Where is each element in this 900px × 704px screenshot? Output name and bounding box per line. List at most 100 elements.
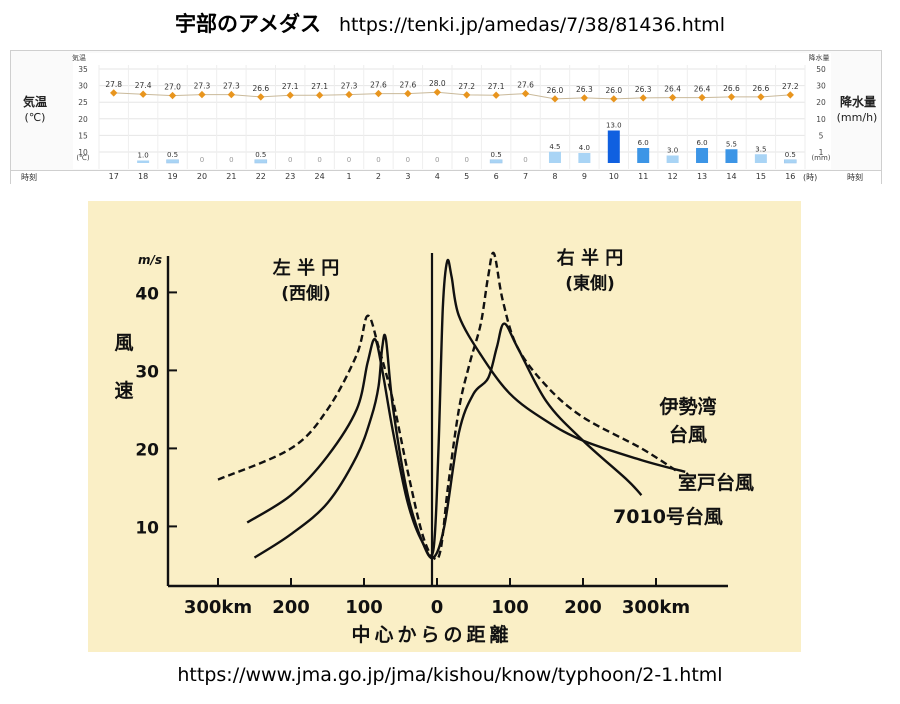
precip-value-label: 0 bbox=[288, 156, 292, 164]
amedas-title: 宇部のアメダス bbox=[175, 12, 321, 36]
hour-tick-label: 6 bbox=[493, 172, 499, 181]
series-label: 伊勢湾 bbox=[658, 395, 716, 418]
top-caption: 宇部のアメダス https://tenki.jp/amedas/7/38/8143… bbox=[0, 8, 900, 38]
precip-value-label: 4.0 bbox=[579, 144, 590, 152]
precip-tick-label: 20 bbox=[816, 98, 826, 107]
precip-value-label: 6.0 bbox=[696, 139, 707, 147]
time-band: 時刻 時刻 (時) 17 18 19 20 21 22 23 24 1 2 3 4 5 6 7 8 9 10 11 1… bbox=[11, 170, 881, 185]
x-tick-label: 100 bbox=[345, 597, 383, 618]
temp-value-label: 26.3 bbox=[635, 85, 652, 94]
temp-tick-label: 20 bbox=[78, 115, 88, 124]
series-label: 台風 bbox=[669, 423, 707, 446]
temp-axis-unit: (℃) bbox=[76, 154, 90, 162]
precip-value-label: 4.5 bbox=[549, 143, 560, 151]
hour-tick-label: 8 bbox=[552, 172, 558, 181]
time-label-left: 時刻 bbox=[21, 173, 37, 182]
precip-unit: (mm/h) bbox=[836, 111, 878, 124]
x-tick-label: 100 bbox=[491, 597, 529, 618]
hour-tick-label: 2 bbox=[375, 172, 381, 181]
temp-marker bbox=[610, 95, 618, 103]
typhoon-wind-chart: 10 20 30 40 m/s 風速 300km 200 100 0 100 200 300km 中心から… bbox=[88, 201, 801, 652]
temp-value-label: 27.1 bbox=[488, 82, 505, 91]
temp-tick-label: 30 bbox=[78, 82, 88, 91]
hour-tick-label: 21 bbox=[226, 172, 237, 181]
precip-bar bbox=[489, 159, 503, 164]
temp-value-label: 27.2 bbox=[458, 82, 475, 91]
precip-value-label: 0 bbox=[523, 156, 527, 164]
precip-axis-head: 降水量 bbox=[809, 53, 830, 62]
bottom-caption: https://www.jma.go.jp/jma/kishou/know/ty… bbox=[177, 664, 723, 686]
precip-label: 降水量 bbox=[839, 95, 876, 109]
precip-value-label: 0.5 bbox=[255, 151, 266, 159]
precip-value-label: 0 bbox=[435, 156, 439, 164]
y-tick-label: 20 bbox=[135, 440, 159, 460]
left-half-title: 左 半 円 bbox=[273, 257, 340, 279]
precip-bar bbox=[725, 149, 738, 163]
precip-bar bbox=[666, 155, 679, 163]
x-tick-label: 300km bbox=[184, 597, 252, 618]
temp-axis-head: 気温 bbox=[72, 53, 86, 62]
temp-value-label: 27.3 bbox=[341, 82, 358, 91]
precip-bar bbox=[637, 148, 650, 163]
hour-tick-label: 7 bbox=[522, 172, 529, 181]
temp-marker bbox=[139, 90, 147, 98]
precip-value-label: 0 bbox=[200, 156, 204, 164]
hour-tick-label: 15 bbox=[755, 172, 766, 181]
x-tick-label: 200 bbox=[564, 597, 602, 618]
precip-value-label: 3.5 bbox=[755, 145, 766, 153]
hour-tick-label: 19 bbox=[167, 172, 178, 181]
temp-marker bbox=[110, 89, 118, 97]
temp-value-label: 26.6 bbox=[723, 84, 740, 93]
temp-tick-label: 35 bbox=[78, 65, 88, 74]
precip-tick-label: 1 bbox=[819, 148, 824, 157]
temp-value-label: 27.1 bbox=[282, 82, 299, 91]
precip-value-label: 0.5 bbox=[167, 151, 178, 159]
precip-value-label: 0 bbox=[406, 156, 410, 164]
temp-value-label: 28.0 bbox=[429, 79, 446, 88]
temp-value-label: 26.3 bbox=[576, 85, 593, 94]
time-label-right: 時刻 bbox=[847, 173, 863, 182]
hour-tick-label: 24 bbox=[314, 172, 325, 181]
temp-marker bbox=[698, 93, 706, 102]
precip-axis-unit: (mm) bbox=[811, 154, 830, 162]
hour-tick-label: 12 bbox=[667, 172, 678, 181]
hour-tick-label: 1 bbox=[346, 172, 352, 181]
temp-value-label: 26.6 bbox=[252, 84, 269, 93]
temp-value-label: 27.0 bbox=[164, 83, 181, 92]
temp-value-label: 26.4 bbox=[664, 85, 681, 94]
precip-bar bbox=[166, 159, 179, 164]
temp-value-label: 27.3 bbox=[194, 82, 211, 91]
precip-value-label: 0 bbox=[376, 156, 380, 164]
precip-bar bbox=[578, 153, 591, 163]
precip-value-label: 5.5 bbox=[726, 140, 737, 148]
temp-line bbox=[113, 91, 791, 100]
precip-tick-label: 30 bbox=[816, 82, 826, 91]
hour-tick-label: 16 bbox=[785, 172, 796, 181]
precip-bar bbox=[254, 159, 268, 164]
temp-value-label: 27.8 bbox=[105, 80, 122, 89]
precip-tick-label: 5 bbox=[819, 131, 824, 140]
hour-tick-label: 20 bbox=[196, 172, 208, 181]
temp-tick-label: 25 bbox=[78, 98, 88, 107]
amedas-url: https://tenki.jp/amedas/7/38/81436.html bbox=[338, 14, 725, 36]
temp-label: 気温 bbox=[22, 95, 47, 109]
hour-tick-label: 22 bbox=[255, 172, 266, 181]
temp-value-label: 27.6 bbox=[400, 81, 417, 90]
temp-value-label: 27.1 bbox=[311, 82, 328, 91]
hour-tick-label: 23 bbox=[285, 172, 296, 181]
precip-value-label: 1.0 bbox=[138, 152, 149, 160]
precip-tick-label: 50 bbox=[816, 65, 826, 74]
y-tick-label: 40 bbox=[135, 284, 159, 304]
precip-value-label: 0 bbox=[464, 156, 468, 164]
x-tick-label: 0 bbox=[431, 597, 444, 618]
temp-value-label: 27.4 bbox=[135, 81, 152, 90]
series-label: 室戸台風 bbox=[678, 471, 754, 494]
precip-value-label: 3.0 bbox=[667, 147, 678, 155]
hour-tick-label: 3 bbox=[405, 172, 411, 181]
precip-bar bbox=[754, 154, 767, 163]
right-half-subtitle: (東側) bbox=[565, 273, 615, 294]
temp-value-label: 27.6 bbox=[517, 81, 534, 90]
temp-marker bbox=[404, 89, 412, 98]
precip-value-label: 6.0 bbox=[638, 139, 649, 147]
temp-marker bbox=[286, 91, 294, 99]
